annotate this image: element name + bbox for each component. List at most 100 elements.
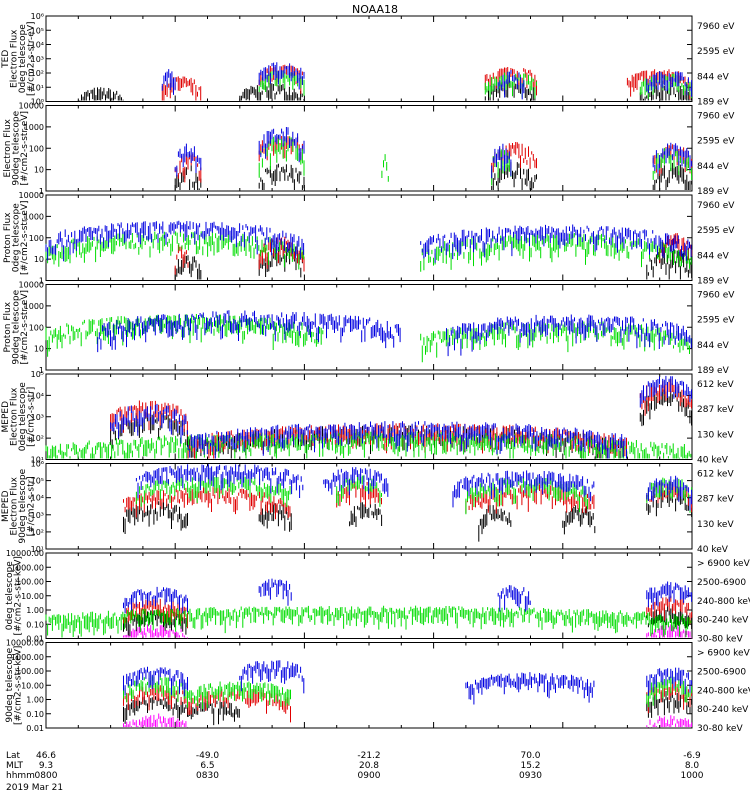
y-axis-label: 90deg telescope — [18, 468, 28, 543]
series-mark — [465, 672, 595, 705]
y-axis-label: 0deg telescope — [18, 382, 28, 452]
y-tick-label: 10⁵ — [31, 370, 44, 379]
series-green — [135, 475, 693, 515]
series-mark — [497, 70, 525, 100]
footer-hhmm: 0800 — [35, 771, 58, 781]
series-mark — [45, 220, 305, 262]
y-tick-label: 0.10 — [26, 620, 44, 629]
legend-entry: 844 eV — [697, 162, 730, 172]
y-tick-label: 10⁶ — [31, 460, 44, 469]
y-tick-label: 10000 — [19, 281, 44, 290]
series-mark — [478, 505, 512, 542]
y-axis-label: Proton Flux — [3, 301, 13, 352]
legend-entry: 844 eV — [697, 72, 730, 82]
series-mark — [420, 224, 692, 263]
legend-entry: 130 keV — [697, 430, 734, 440]
series-green — [123, 676, 693, 710]
y-tick-label: 1000 — [24, 212, 44, 221]
y-axis-label: 0deg telescope — [5, 561, 15, 631]
y-tick-label: 10² — [31, 69, 44, 78]
legend-entry: 7960 eV — [697, 201, 735, 211]
legend-entry: 7960 eV — [697, 112, 735, 122]
panel: 0.01 0.10 1.00 10.00 100.00 1000.00 10000.0090… — [5, 639, 750, 735]
series-green — [45, 231, 692, 272]
y-tick-label: 100.00 — [16, 578, 44, 587]
legend-entry: 30-80 keV — [697, 635, 743, 645]
series-mark — [123, 666, 188, 697]
series-mark — [646, 475, 693, 511]
legend-entry: 189 eV — [697, 277, 730, 287]
y-axis-label: 0deg telescope — [12, 203, 22, 273]
y-axis-label: [#/cm2-s-str-keV] — [14, 556, 24, 635]
y-tick-label: 10⁴ — [31, 391, 44, 400]
series-mark — [420, 233, 692, 272]
footer-mlt: 8.0 — [685, 761, 700, 771]
series-mark — [45, 231, 305, 270]
legend-entry: 612 keV — [697, 470, 734, 480]
legend-entry: 612 keV — [697, 380, 734, 390]
y-axis-label: Electron Flux — [10, 476, 20, 535]
y-axis-label: 0deg telescope — [18, 24, 28, 94]
footer-lat: -6.9 — [683, 751, 701, 761]
series-blue — [97, 310, 692, 357]
series-mark — [123, 586, 188, 614]
y-tick-label: 10¹ — [31, 456, 44, 465]
series-blue — [161, 62, 693, 100]
y-tick-label: 10⁶ — [31, 12, 44, 21]
y-tick-label: 1.00 — [26, 606, 44, 615]
legend-entry: 2595 eV — [697, 316, 735, 326]
legend-entry: 7960 eV — [697, 22, 735, 32]
series-mark — [174, 143, 202, 177]
series-blue — [135, 464, 693, 511]
series-mark — [646, 624, 693, 639]
series-mark — [646, 667, 693, 696]
y-tick-label: 10.00 — [21, 681, 44, 690]
legend-entry: 189 eV — [697, 366, 730, 376]
legend-entry: 844 eV — [697, 341, 730, 351]
y-tick-label: 10¹ — [31, 545, 44, 554]
footer-hhmm: 1000 — [681, 771, 704, 781]
series-green — [45, 605, 692, 638]
footer-date: 2019 Mar 21 — [6, 783, 63, 793]
y-axis-label: [#/cm2-s-str-eV] — [27, 21, 37, 96]
y-tick-label: 10³ — [31, 413, 44, 422]
legend-entry: 2500-6900 — [697, 667, 746, 677]
series-black — [77, 80, 692, 102]
series-mark — [258, 127, 305, 163]
series-mark — [381, 154, 389, 182]
y-tick-label: 10⁰ — [31, 98, 44, 107]
series-mark — [639, 375, 692, 408]
y-tick-label: 10000.00 — [6, 549, 44, 558]
y-tick-label: 1000.00 — [11, 563, 44, 572]
series-mark — [97, 310, 401, 353]
footer-hhmm: 0930 — [519, 771, 542, 781]
y-axis-label: Electron Flux — [3, 118, 13, 177]
legend-entry: 2595 eV — [697, 226, 735, 236]
figure-title: NOAA18 — [352, 3, 398, 16]
legend-entry: 40 keV — [697, 456, 729, 466]
series-mark — [652, 162, 693, 190]
series-mark — [323, 467, 389, 497]
series-mark — [135, 464, 304, 499]
y-tick-label: 100 — [29, 234, 44, 243]
series-red — [174, 133, 693, 183]
series-magenta — [123, 624, 693, 639]
series-green — [258, 135, 693, 186]
y-tick-label: 10000 — [19, 102, 44, 111]
y-tick-label: 1000 — [24, 302, 44, 311]
series-red — [123, 595, 693, 629]
series-mark — [174, 165, 202, 190]
legend-entry: 844 eV — [697, 251, 730, 261]
y-axis-label: [#/cm2-s-str] — [27, 387, 37, 447]
y-tick-label: 1000.00 — [11, 653, 44, 662]
y-axis-label: [#/cm2-s-str-eV] — [20, 111, 30, 186]
series-mark — [646, 715, 693, 728]
footer-row-label: hhmm — [6, 771, 35, 781]
y-axis-label: Proton Flux — [3, 212, 13, 263]
